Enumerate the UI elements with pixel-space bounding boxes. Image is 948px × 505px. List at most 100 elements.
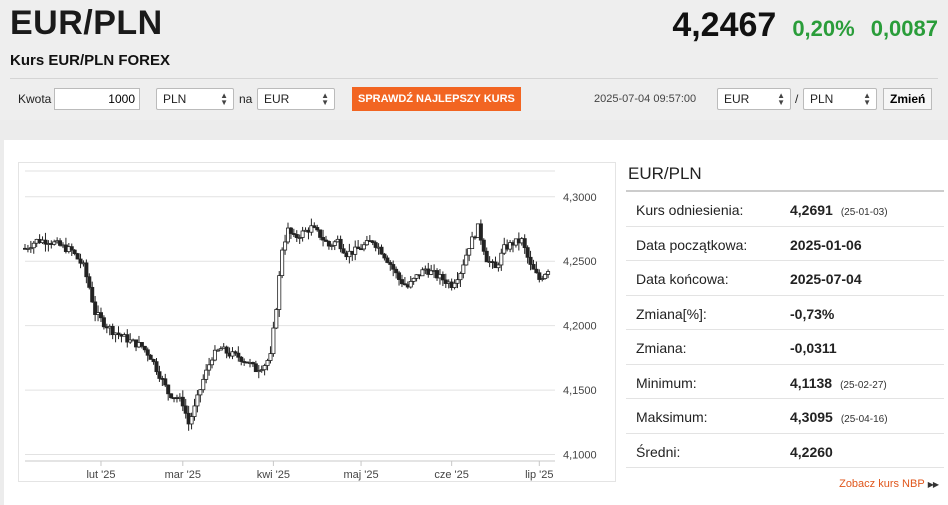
candle-body — [180, 396, 185, 407]
stats-table: Kurs odniesienia: 4,2691 (25-01-03) Data p… — [626, 192, 944, 468]
candle-body — [321, 237, 326, 241]
chart-svg: 4,3000 4,2500 4,2000 4,1500 4,1000 lut '25 mar… — [23, 170, 597, 481]
candle-body — [98, 312, 103, 319]
candle-body — [455, 279, 460, 284]
pair-quote-select[interactable]: PLN ▲ ▼ — [803, 88, 877, 110]
candle-body — [315, 227, 320, 231]
candle-body — [402, 283, 407, 286]
candle-body — [411, 277, 416, 282]
candle-body — [166, 384, 171, 395]
stat-number: 2025-01-06 — [790, 236, 862, 253]
candle-body — [268, 353, 273, 361]
candle-body — [373, 242, 378, 248]
na-label: na — [239, 92, 253, 106]
candle-body — [151, 359, 156, 363]
candle-body — [408, 280, 413, 288]
candle-body — [397, 272, 402, 280]
pair-base-select[interactable]: EUR ▲ ▼ — [717, 88, 791, 110]
candle-body — [195, 394, 200, 407]
candle-body — [224, 346, 229, 354]
pair-slash: / — [795, 92, 799, 106]
header: EUR/PLN Kurs EUR/PLN FOREX 4,2467 0,20% … — [0, 0, 948, 120]
candle-body — [110, 326, 115, 336]
candle-body — [458, 273, 463, 281]
candle-body — [525, 247, 530, 258]
candle-body — [391, 264, 396, 270]
candle-body — [508, 242, 513, 250]
candle-body — [484, 250, 489, 263]
candle-body — [531, 264, 536, 270]
stat-label: Zmiana[%]: — [636, 305, 707, 322]
candle-body — [312, 225, 317, 228]
x-tick-label: maj '25 — [343, 469, 378, 481]
stat-label: Zmiana: — [636, 340, 687, 356]
candle-body — [385, 257, 390, 263]
from-currency-value: PLN — [163, 92, 187, 106]
stat-row-average: Średni: 4,2260 — [626, 434, 944, 468]
candle-body — [192, 405, 197, 417]
candle-body — [379, 246, 384, 255]
candle-body — [84, 262, 89, 278]
stat-date: (25-01-03) — [840, 207, 888, 218]
nbp-rate-link[interactable]: Zobacz kurs NBP ▶▶ — [839, 478, 939, 490]
stat-date: (25-02-27) — [840, 379, 887, 391]
candle-body — [277, 275, 282, 310]
candle-body — [546, 271, 551, 275]
candle-body — [543, 273, 548, 279]
divider — [10, 78, 938, 79]
y-tick-label: 4,2500 — [563, 256, 597, 268]
x-tick-label: mar '25 — [165, 469, 201, 481]
stat-label: Minimum: — [636, 374, 697, 391]
best-rate-button[interactable]: SPRAWDŹ NAJLEPSZY KURS — [352, 87, 521, 111]
from-currency-select[interactable]: PLN ▲ ▼ — [156, 88, 234, 110]
to-currency-select[interactable]: EUR ▲ ▼ — [257, 88, 335, 110]
candle-body — [236, 352, 241, 358]
stat-label: Średni: — [636, 443, 681, 460]
candle-body — [540, 278, 545, 280]
stat-label: Data końcowa: — [636, 271, 729, 287]
stats-title: EUR/PLN — [626, 160, 944, 192]
stat-value: -0,73% — [790, 306, 834, 322]
candle-body — [253, 363, 258, 373]
amount-input[interactable] — [54, 88, 140, 110]
stat-value: 4,3095 (25-04-16) — [790, 409, 888, 425]
candle-body — [90, 286, 95, 303]
candle-body — [28, 247, 33, 250]
stat-value: 4,2691 (25-01-03) — [790, 202, 888, 218]
nbp-link-label: Zobacz kurs NBP — [839, 478, 925, 490]
candle-body — [204, 369, 209, 380]
candle-body — [280, 249, 285, 277]
stat-number: -0,0311 — [790, 340, 837, 356]
candle-body — [420, 269, 425, 277]
pair-base-value: EUR — [724, 92, 750, 106]
candle-body — [230, 351, 235, 357]
candle-body — [309, 225, 314, 233]
candle-body — [139, 342, 144, 347]
candle-body — [528, 256, 533, 265]
candle-body — [440, 274, 445, 281]
candle-body — [218, 348, 223, 351]
stat-value: 2025-01-06 — [790, 237, 862, 253]
candle-body — [163, 378, 168, 386]
stat-row-reference: Kurs odniesienia: 4,2691 (25-01-03) — [626, 192, 944, 227]
amount-label: Kwota — [18, 92, 52, 106]
stat-row-maximum: Maksimum: 4,3095 (25-04-16) — [626, 399, 944, 434]
change-pair-button[interactable]: Zmień — [883, 88, 933, 110]
candle-body — [259, 369, 264, 372]
x-tick-label: kwi '25 — [257, 469, 290, 481]
candle-body — [329, 245, 334, 247]
x-tick-label: lip '25 — [525, 469, 553, 481]
candle-body — [478, 223, 483, 241]
candle-body — [323, 239, 328, 242]
candle-body — [233, 351, 238, 354]
candle-body — [356, 246, 361, 250]
x-tick-label: lut '25 — [86, 469, 115, 481]
to-currency-value: EUR — [264, 92, 290, 106]
candle-body — [394, 268, 399, 274]
candle-body — [93, 301, 98, 315]
x-tick-label: cze '25 — [434, 469, 469, 481]
candle-body — [464, 254, 469, 266]
stat-number: 4,1138 — [790, 374, 833, 391]
price-chart[interactable]: 4,3000 4,2500 4,2000 4,1500 4,1000 lut '25 mar… — [18, 162, 616, 482]
candle-body — [262, 365, 267, 371]
